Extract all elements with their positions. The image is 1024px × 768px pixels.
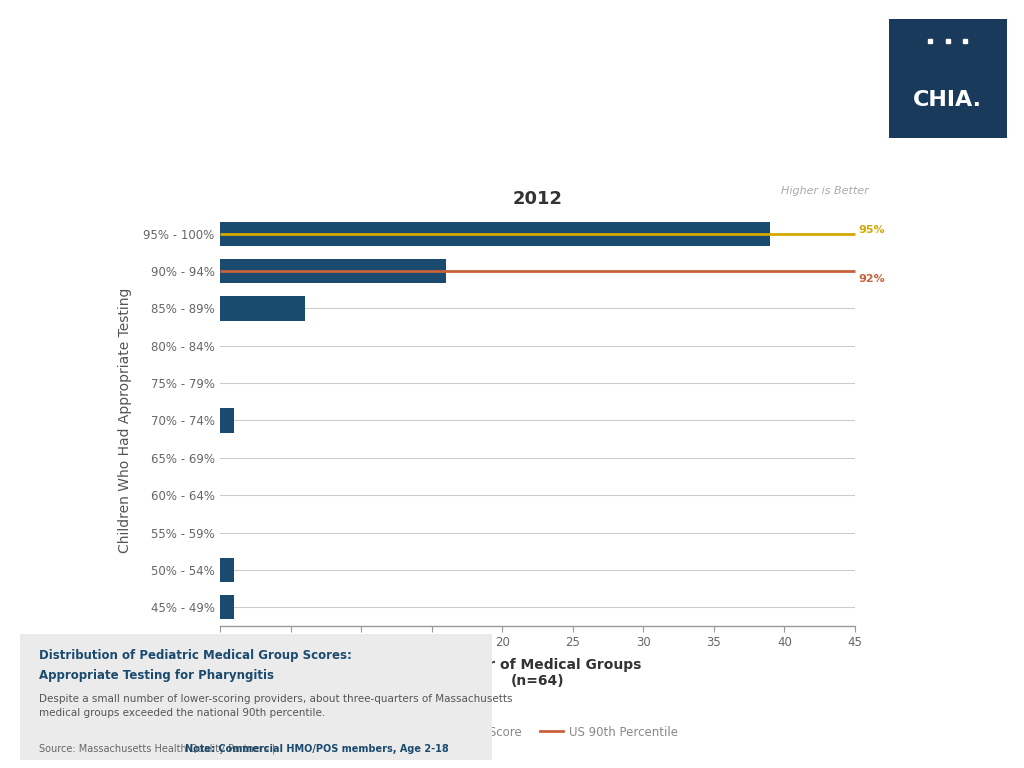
Text: Source: Massachusetts Health Quality Partners |: Source: Massachusetts Health Quality Par… (39, 744, 279, 754)
Text: Note: Commercial HMO/POS members, Age 2-18: Note: Commercial HMO/POS members, Age 2-… (185, 744, 450, 754)
Text: Appropriate Testing for Pharyngitis: Appropriate Testing for Pharyngitis (39, 669, 274, 682)
Text: CHIA.: CHIA. (913, 90, 982, 110)
Bar (220, 409, 234, 432)
Legend: Statewide Score, US 90th Percentile: Statewide Score, US 90th Percentile (392, 721, 683, 743)
Text: Distribution of Pediatric Medical Group Scores:: Distribution of Pediatric Medical Group … (39, 649, 352, 662)
Bar (220, 558, 234, 582)
Bar (220, 222, 770, 246)
Title: 2012: 2012 (513, 190, 562, 208)
Text: Higher is Better: Higher is Better (780, 186, 868, 196)
Text: 95%: 95% (858, 225, 885, 235)
Text: 92%: 92% (858, 273, 885, 283)
Y-axis label: Children Who Had Appropriate Testing: Children Who Had Appropriate Testing (118, 288, 132, 553)
Text: Despite a small number of lower-scoring providers, about three-quarters of Massa: Despite a small number of lower-scoring … (39, 694, 513, 718)
Bar (220, 595, 234, 619)
Bar (220, 259, 445, 283)
Bar (220, 296, 305, 320)
X-axis label: Number of Medical Groups
(n=64): Number of Medical Groups (n=64) (433, 657, 642, 688)
